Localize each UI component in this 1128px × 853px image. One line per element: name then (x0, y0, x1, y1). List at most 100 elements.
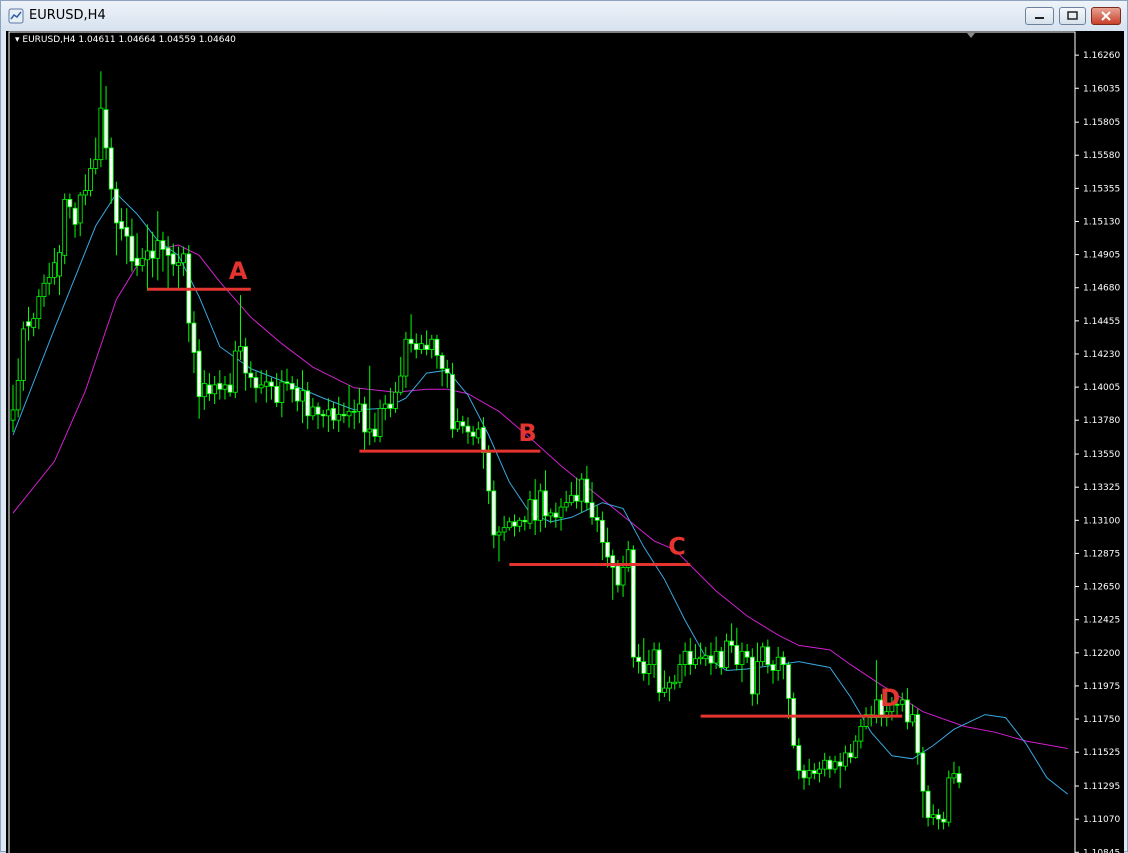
y-tick-label: 1.16260 (1083, 51, 1120, 61)
candle-bear (51, 262, 57, 278)
chart-symbol: EURUSD,H4 (22, 35, 76, 45)
candle-bear (46, 277, 52, 284)
title-bar[interactable]: EURUSD,H4 (1, 1, 1127, 31)
ohlc-open: 1.04611 (78, 35, 116, 45)
y-tick-label: 1.14680 (1083, 284, 1120, 294)
close-button[interactable] (1091, 7, 1121, 25)
candle-bear (667, 681, 672, 689)
candle-bear (93, 159, 99, 169)
candle-bear (682, 650, 688, 665)
candle-bull (687, 650, 693, 665)
candle-bull (119, 221, 124, 230)
candle-bull (150, 250, 155, 259)
candle-bear (501, 527, 507, 533)
candle-bear (98, 107, 104, 161)
candle-bear (300, 390, 305, 402)
candle-bear (398, 375, 404, 393)
candle-bear (910, 714, 915, 723)
candle-bull (801, 770, 807, 779)
y-tick-label: 1.13550 (1083, 450, 1120, 460)
candle-bull (941, 818, 946, 823)
candle-bull (589, 502, 595, 518)
candle-bull (269, 381, 274, 387)
candle-bull (439, 355, 445, 370)
candle-bull (72, 207, 78, 225)
candle-bull (460, 421, 466, 427)
candle-bull (543, 490, 548, 517)
candle-bear (346, 410, 352, 417)
candle-bear (155, 240, 161, 259)
candle-bear (662, 687, 667, 693)
y-tick-label: 1.15805 (1083, 118, 1120, 128)
candle-bear (693, 658, 698, 665)
candle-bear (15, 380, 21, 411)
chart-area[interactable]: 1.16260 1.16035 1.15805 1.15580 1.15355 1.151… (6, 31, 1124, 853)
candle-bull (656, 649, 662, 693)
restore-icon (1067, 11, 1078, 20)
candle-bear (139, 257, 145, 267)
candle-bear (620, 567, 626, 586)
minimize-button[interactable] (1025, 7, 1054, 25)
candle-bear (201, 383, 207, 398)
candle-bull (248, 372, 254, 378)
candle-bear (946, 777, 952, 823)
candle-bear (568, 494, 574, 504)
ohlc-high: 1.04664 (118, 35, 156, 45)
candle-bear (517, 519, 523, 527)
y-tick-label: 1.15355 (1083, 184, 1120, 194)
candle-bull (481, 427, 486, 453)
collapse-triangle-icon[interactable]: ▾ (15, 35, 20, 45)
candle-bear (41, 282, 47, 297)
candle-bull (227, 384, 233, 393)
candle-bear (356, 403, 362, 412)
candle-bull (827, 759, 833, 770)
candle-bear (279, 381, 285, 403)
candle-bull (243, 346, 249, 374)
candle-bull (584, 478, 590, 504)
price-chart[interactable]: 1.16260 1.16035 1.15805 1.15580 1.15355 1.151… (6, 31, 1124, 853)
y-tick-label: 1.11070 (1083, 815, 1120, 825)
close-icon (1101, 11, 1111, 21)
candle-bull (465, 425, 471, 433)
y-tick-label: 1.12425 (1083, 616, 1120, 626)
candle-bull (274, 385, 280, 403)
candle-bear (646, 664, 652, 674)
candle-bull (599, 519, 605, 543)
candle-bull (284, 381, 290, 384)
candle-bear (703, 655, 709, 660)
candle-bull (207, 384, 212, 395)
y-tick-label: 1.11295 (1083, 782, 1120, 792)
candle-bear (62, 198, 68, 256)
candle-bear (10, 409, 16, 421)
candle-bear (82, 190, 88, 196)
candle-bull (134, 257, 140, 267)
y-tick-label: 1.11750 (1083, 715, 1120, 725)
candle-bull (305, 390, 311, 417)
y-tick-label: 1.13100 (1083, 516, 1120, 526)
y-tick-label: 1.14005 (1083, 383, 1120, 393)
level-label-a: A (229, 257, 248, 285)
candle-bull (574, 494, 579, 502)
candle-bear (212, 384, 218, 395)
candle-bull (486, 452, 492, 492)
candle-bear (36, 296, 42, 320)
candle-bull (450, 374, 455, 430)
candle-bear (393, 391, 398, 409)
candle-bull (744, 650, 750, 658)
candle-bull (351, 410, 357, 413)
candle-bear (31, 318, 37, 328)
candle-bear (548, 512, 554, 517)
candle-bull (636, 656, 641, 663)
candle-bull (362, 403, 367, 433)
candle-bear (651, 649, 657, 665)
candle-bear (263, 381, 269, 387)
candle-bear (930, 814, 936, 819)
maximize-button[interactable] (1059, 7, 1086, 25)
level-label-c: C (668, 532, 686, 560)
candle-bull (191, 322, 197, 353)
candle-bull (796, 745, 802, 771)
candle-bull (114, 188, 119, 224)
ma-slow-line (12, 244, 1068, 749)
candle-bear (506, 521, 512, 529)
candle-bull (553, 512, 559, 518)
